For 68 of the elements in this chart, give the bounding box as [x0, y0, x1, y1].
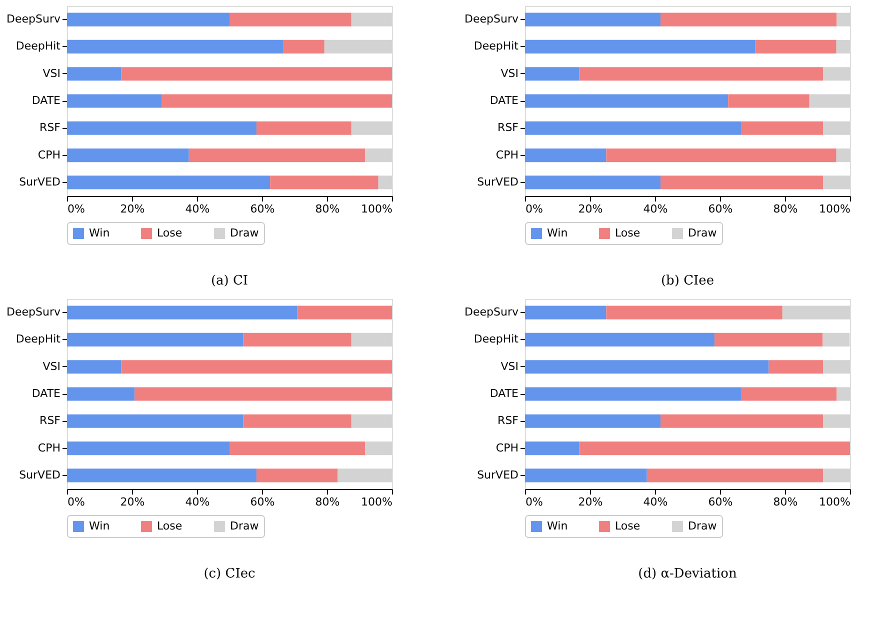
- y-tick-label: DATE: [32, 94, 61, 107]
- y-tick-label: RSF: [40, 414, 60, 428]
- legend-label: Win: [547, 226, 568, 240]
- y-tick-label: DATE: [490, 94, 519, 107]
- x-tick-label: 40%: [643, 496, 668, 508]
- x-tick-label: 60%: [250, 202, 275, 216]
- y-tick-label: CPH: [496, 148, 518, 162]
- x-tick-label: 0%: [68, 202, 85, 216]
- legend-label: Lose: [615, 226, 640, 240]
- y-tick-label: VSI: [42, 360, 60, 373]
- y-tick-label: DeepSurv: [464, 12, 519, 26]
- y-tick-label: SurVED: [477, 468, 518, 482]
- y-tick-label: DeepSurv: [6, 306, 61, 319]
- legend-label: Draw: [688, 520, 717, 533]
- x-tick-label: 20%: [578, 496, 603, 508]
- y-tick-label: VSI: [42, 66, 60, 80]
- y-tick-label: DATE: [490, 387, 519, 400]
- x-tick-label: 60%: [250, 496, 275, 508]
- x-tick-label: 20%: [120, 202, 145, 216]
- y-tick-label: DeepHit: [474, 40, 520, 53]
- x-tick-label: 20%: [578, 202, 603, 216]
- legend-label: Win: [89, 226, 110, 240]
- legend-label: Lose: [615, 520, 640, 533]
- x-tick-label: 80%: [315, 496, 340, 508]
- x-tick-label: 80%: [315, 202, 340, 216]
- legend-label: Win: [547, 520, 568, 533]
- x-tick-label: 100%: [819, 496, 850, 508]
- x-tick-label: 80%: [773, 202, 798, 216]
- x-tick-label: 100%: [361, 496, 392, 508]
- x-tick-label: 40%: [643, 202, 668, 216]
- legend-label: Draw: [688, 226, 717, 240]
- y-tick-label: CPH: [38, 148, 60, 162]
- y-tick-label: CPH: [38, 441, 60, 454]
- x-tick-label: 40%: [185, 202, 210, 216]
- y-tick-label: DeepSurv: [6, 12, 61, 26]
- x-tick-label: 60%: [708, 496, 733, 508]
- y-tick-label: RSF: [498, 121, 518, 134]
- text: (b) CIee: [660, 274, 714, 288]
- legend-label: Lose: [157, 226, 182, 240]
- y-tick-label: DeepHit: [474, 332, 520, 346]
- x-tick-label: 0%: [526, 496, 543, 508]
- text: (d) α-Deviation: [638, 566, 738, 582]
- y-tick-label: DeepHit: [16, 40, 62, 53]
- legend-label: Draw: [230, 520, 259, 533]
- text: (c) CIec: [204, 566, 256, 582]
- y-tick-label: DeepHit: [16, 332, 62, 346]
- y-tick-label: SurVED: [19, 468, 60, 482]
- x-tick-label: 0%: [68, 496, 85, 508]
- x-tick-label: 100%: [361, 202, 392, 216]
- x-tick-label: 40%: [185, 496, 210, 508]
- y-tick-label: VSI: [500, 360, 518, 373]
- x-tick-label: 0%: [526, 202, 543, 216]
- y-tick-label: SurVED: [19, 175, 60, 188]
- y-tick-label: CPH: [496, 441, 518, 454]
- x-tick-label: 100%: [819, 202, 850, 216]
- x-tick-label: 20%: [120, 496, 145, 508]
- y-tick-label: DATE: [32, 387, 61, 400]
- y-tick-label: RSF: [498, 414, 518, 428]
- y-tick-label: VSI: [500, 66, 518, 80]
- text: (a) CI: [210, 274, 248, 288]
- y-tick-label: SurVED: [477, 175, 518, 188]
- x-tick-label: 60%: [708, 202, 733, 216]
- legend-label: Win: [89, 520, 110, 533]
- legend-label: Lose: [157, 520, 182, 533]
- x-tick-label: 80%: [773, 496, 798, 508]
- y-tick-label: DeepSurv: [464, 306, 519, 319]
- y-tick-label: RSF: [40, 121, 60, 134]
- legend-label: Draw: [230, 226, 259, 240]
